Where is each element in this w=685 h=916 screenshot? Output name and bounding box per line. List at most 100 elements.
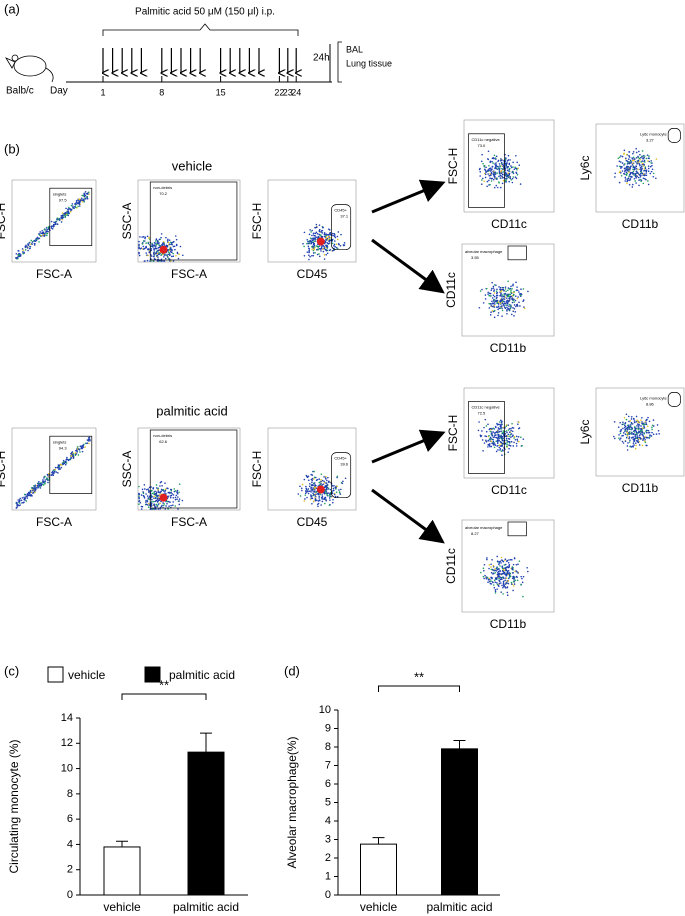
event-dot xyxy=(81,197,83,200)
event-dot xyxy=(512,166,514,168)
event-dot xyxy=(502,298,505,300)
event-dot xyxy=(645,419,647,422)
event-dot xyxy=(648,431,651,434)
event-dot xyxy=(501,294,504,296)
event-dot xyxy=(339,493,342,495)
event-dot xyxy=(518,164,521,167)
event-dot xyxy=(495,284,497,286)
event-dot xyxy=(84,446,86,448)
event-dot xyxy=(26,495,29,497)
event-dot xyxy=(513,315,515,317)
event-dot xyxy=(323,235,326,238)
event-dot xyxy=(484,169,487,172)
event-dot xyxy=(158,249,160,251)
event-dot xyxy=(327,481,330,483)
event-dot xyxy=(516,305,519,307)
event-dot xyxy=(633,174,636,176)
event-dot xyxy=(39,487,42,489)
event-dot xyxy=(333,485,335,487)
event-dot xyxy=(506,169,509,172)
y-tick-label: 4 xyxy=(67,838,73,850)
event-dot xyxy=(311,481,313,484)
event-dot xyxy=(512,581,515,583)
event-dot xyxy=(498,560,500,563)
event-dot xyxy=(151,500,153,503)
plot-frame xyxy=(267,179,357,263)
event-dot xyxy=(484,435,486,437)
event-dot xyxy=(332,498,334,501)
gate-value: 72.5 xyxy=(478,411,487,416)
event-dot xyxy=(84,198,87,200)
event-dot xyxy=(169,247,172,249)
event-dot xyxy=(648,155,650,157)
event-dot xyxy=(46,478,48,480)
event-dot xyxy=(645,169,648,172)
event-dot xyxy=(650,170,653,173)
event-dot xyxy=(620,174,623,177)
event-dot xyxy=(498,307,501,310)
event-dot xyxy=(628,433,630,436)
event-dot xyxy=(516,289,519,292)
event-dot xyxy=(506,559,509,562)
event-dot xyxy=(145,503,148,506)
gate xyxy=(667,392,681,407)
event-dot xyxy=(66,456,68,459)
event-dot xyxy=(513,168,516,171)
event-dot xyxy=(500,573,502,575)
event-dot xyxy=(167,251,170,253)
event-dot xyxy=(487,291,489,294)
event-dot xyxy=(496,299,499,302)
event-dot xyxy=(168,505,170,507)
event-dot xyxy=(317,245,320,248)
event-dot xyxy=(341,482,344,485)
y-axis-label: Alveolar macrophage(%) xyxy=(285,736,299,868)
event-dot xyxy=(172,241,174,243)
event-dot xyxy=(140,508,143,510)
event-dot xyxy=(143,495,145,498)
event-dot xyxy=(485,440,488,443)
event-dot xyxy=(505,568,507,571)
event-dot xyxy=(142,248,145,250)
end-label: 24h xyxy=(313,53,330,64)
event-dot xyxy=(515,305,517,308)
event-dot xyxy=(491,177,494,180)
event-dot xyxy=(483,563,486,566)
event-dot xyxy=(641,155,643,157)
event-dot xyxy=(490,580,492,582)
event-dot xyxy=(496,302,498,305)
event-dot xyxy=(482,449,484,452)
event-dot xyxy=(167,238,169,241)
event-dot xyxy=(621,440,624,443)
event-dot xyxy=(624,440,627,442)
event-dot xyxy=(38,234,41,236)
event-dot xyxy=(157,489,159,491)
event-dot xyxy=(489,173,492,175)
event-dot xyxy=(86,197,89,200)
event-dot xyxy=(619,430,622,433)
event-dot xyxy=(513,437,515,439)
event-dot xyxy=(74,206,77,209)
gate xyxy=(507,245,527,261)
event-dot xyxy=(499,578,502,580)
event-dot xyxy=(621,423,624,426)
event-dot xyxy=(144,260,146,262)
event-dot xyxy=(328,494,331,496)
event-dot xyxy=(497,576,499,578)
event-dot xyxy=(635,156,638,159)
event-dot xyxy=(318,499,321,501)
event-dot xyxy=(150,247,153,250)
event-dot xyxy=(58,465,61,468)
event-dot xyxy=(61,218,63,221)
event-dot xyxy=(483,180,485,183)
event-dot xyxy=(639,158,641,161)
event-dot xyxy=(492,584,495,586)
event-dot xyxy=(638,436,641,439)
event-dot xyxy=(492,568,494,571)
event-dot xyxy=(518,440,520,443)
event-dot xyxy=(333,245,335,247)
event-dot xyxy=(151,492,154,495)
event-dot xyxy=(496,172,499,174)
event-dot xyxy=(172,255,175,257)
event-dot xyxy=(340,488,342,491)
